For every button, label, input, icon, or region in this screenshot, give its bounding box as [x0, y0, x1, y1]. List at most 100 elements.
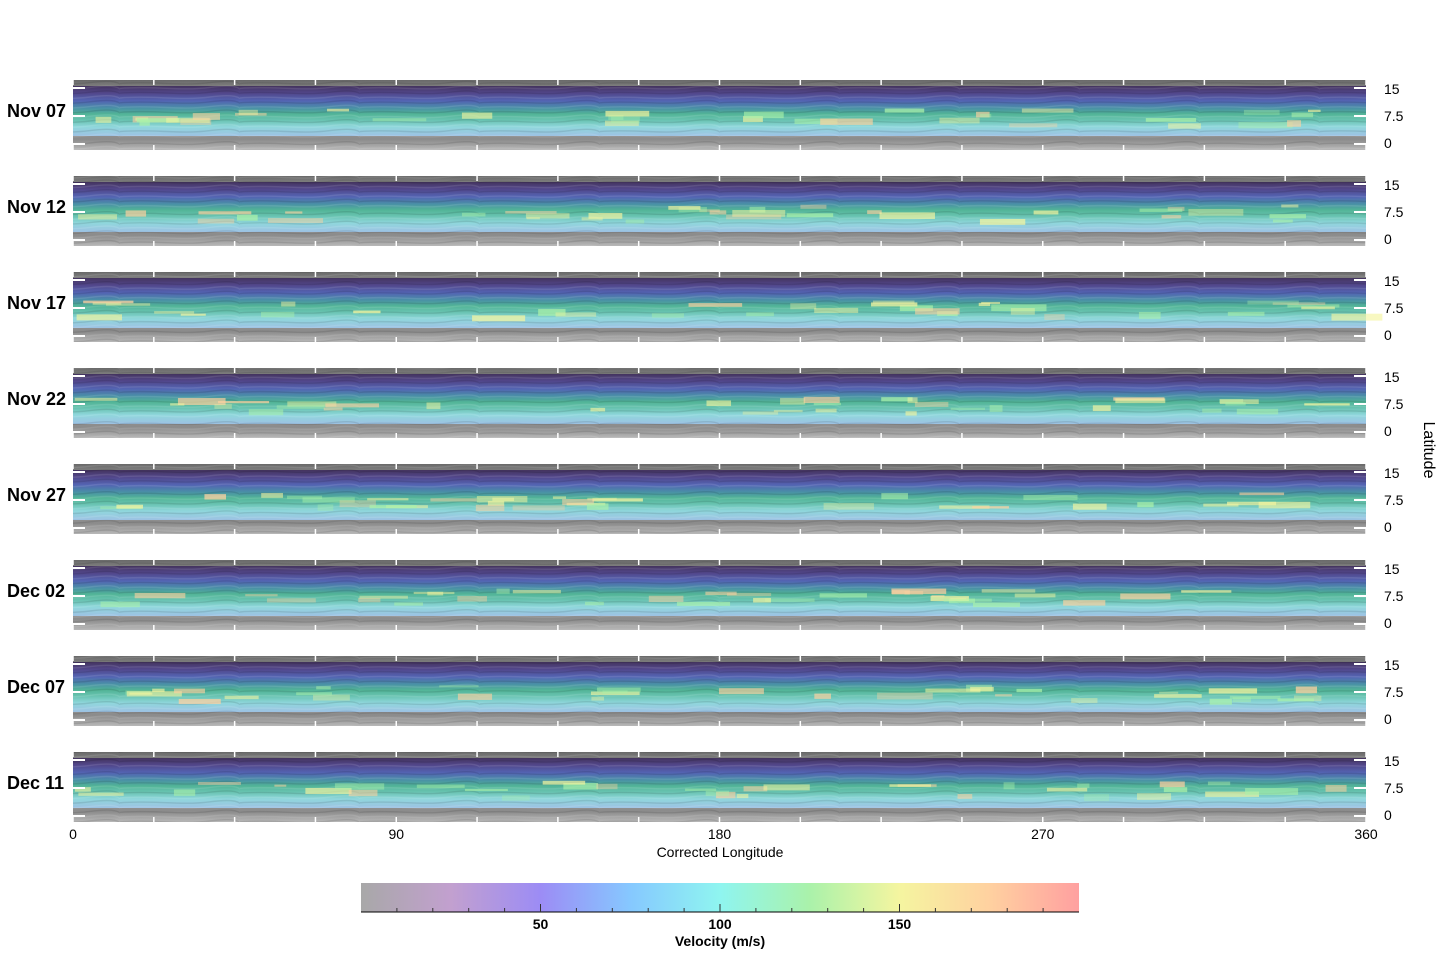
velocity-speckle: [1291, 112, 1314, 118]
panel-nov-07: [72, 80, 1367, 150]
velocity-speckle: [980, 113, 992, 118]
velocity-speckle: [1207, 781, 1231, 786]
velocity-speckle: [1258, 501, 1311, 509]
velocity-speckle: [261, 311, 295, 318]
velocity-speckle: [457, 693, 493, 700]
x-tick-label: 180: [707, 826, 732, 842]
velocity-speckle: [327, 108, 350, 112]
velocity-texture: [73, 86, 1366, 136]
velocity-speckle: [581, 217, 603, 221]
velocity-speckle: [976, 111, 990, 118]
velocity-speckle: [538, 309, 566, 316]
velocity-speckle: [815, 408, 837, 413]
velocity-speckle: [1331, 313, 1383, 321]
velocity-speckle: [1202, 408, 1222, 413]
velocity-speckle: [1021, 108, 1074, 113]
velocity-speckle: [353, 310, 381, 314]
velocity-speckle: [394, 602, 423, 606]
velocity-speckle: [1225, 402, 1246, 406]
velocity-speckle: [317, 504, 334, 511]
velocity-speckle: [726, 214, 782, 220]
velocity-speckle: [625, 219, 645, 224]
velocity-speckle: [608, 115, 624, 120]
velocity-speckle: [585, 601, 604, 606]
velocity-speckle: [1232, 697, 1251, 703]
velocity-speckle: [100, 601, 140, 608]
velocity-speckle: [134, 592, 186, 599]
velocity-speckle: [74, 397, 118, 401]
velocity-speckle: [1168, 123, 1201, 129]
velocity-speckle: [367, 498, 409, 501]
velocity-speckle: [881, 397, 913, 402]
velocity-speckle: [611, 116, 640, 124]
velocity-speckle: [1272, 302, 1326, 305]
latitude-tick-label: 15: [1384, 369, 1400, 385]
latitude-tick-label: 7.5: [1384, 780, 1404, 796]
velocity-speckle: [1120, 593, 1171, 600]
velocity-speckle: [718, 688, 764, 695]
velocity-speckle: [1247, 300, 1299, 305]
velocity-speckle: [126, 691, 182, 697]
velocity-speckle: [173, 789, 196, 796]
velocity-speckle: [1304, 403, 1350, 406]
velocity-speckle: [325, 403, 380, 408]
x-tick-label: 90: [388, 826, 405, 842]
velocity-speckle: [879, 212, 935, 219]
velocity-speckle: [461, 112, 493, 119]
latitude-tick-label: 7.5: [1384, 300, 1404, 316]
velocity-speckle: [555, 312, 597, 317]
velocity-speckle: [651, 313, 684, 318]
velocity-speckle: [180, 313, 206, 316]
velocity-speckle: [604, 120, 639, 126]
panel-date-label: Nov 27: [7, 485, 67, 505]
velocity-speckle: [1301, 306, 1335, 310]
velocity-speckle: [476, 496, 528, 503]
velocity-speckle: [668, 205, 701, 210]
velocity-speckle: [716, 791, 736, 799]
velocity-speckle: [588, 212, 623, 219]
latitude-tick-label: 7.5: [1384, 588, 1404, 604]
velocity-speckle: [1115, 398, 1166, 404]
velocity-speckle: [1084, 794, 1110, 802]
velocity-speckle: [871, 302, 918, 307]
latitude-tick-label: 0: [1384, 711, 1392, 727]
velocity-speckle: [1154, 694, 1202, 698]
velocity-speckle: [813, 402, 841, 406]
velocity-speckle: [1023, 494, 1078, 501]
velocity-speckle: [891, 590, 910, 595]
velocity-speckle: [746, 312, 774, 317]
velocity-speckle: [605, 110, 650, 117]
velocity-speckle: [586, 503, 609, 510]
velocity-speckle: [705, 790, 730, 796]
velocity-speckle: [1236, 408, 1279, 415]
velocity-speckle: [198, 211, 252, 215]
velocity-speckle: [1295, 686, 1318, 694]
velocity-speckle: [198, 782, 241, 785]
velocity-speckle: [780, 398, 806, 405]
velocity-speckle: [1072, 503, 1107, 510]
latitude-tick-label: 7.5: [1384, 108, 1404, 124]
velocity-speckle: [743, 786, 768, 792]
velocity-speckle: [204, 494, 227, 500]
velocity-speckle: [1219, 399, 1259, 404]
velocity-speckle: [970, 686, 994, 692]
velocity-speckle: [1269, 214, 1306, 219]
velocity-speckle: [706, 400, 732, 407]
colorbar-tick-label: 50: [532, 916, 549, 932]
latitude-tick-label: 7.5: [1384, 396, 1404, 412]
velocity-speckle: [1014, 593, 1056, 598]
latitude-tick-label: 15: [1384, 177, 1400, 193]
velocity-speckle: [526, 217, 540, 220]
velocity-speckle: [139, 119, 150, 126]
velocity-speckle: [197, 218, 235, 224]
latitude-tick-label: 15: [1384, 465, 1400, 481]
velocity-speckle: [773, 409, 803, 413]
panel-nov-27: [72, 464, 1367, 534]
velocity-speckle: [736, 794, 749, 799]
velocity-speckle: [296, 692, 332, 696]
panel-date-label: Dec 02: [7, 581, 66, 601]
velocity-speckle: [78, 792, 124, 796]
latitude-tick-label: 15: [1384, 273, 1400, 289]
velocity-speckle: [972, 602, 1020, 608]
